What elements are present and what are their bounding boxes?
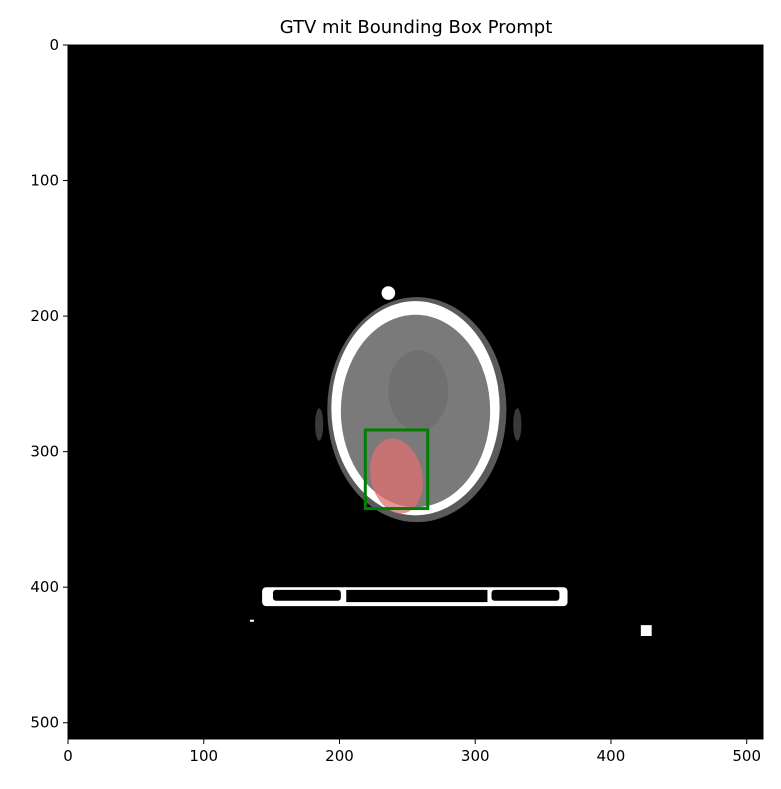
x-tick-label: 200 <box>325 747 354 765</box>
y-tick-label: 100 <box>30 172 59 190</box>
y-tick-label: 400 <box>30 578 59 596</box>
bounding-box-prompt <box>363 428 430 511</box>
x-tick-label: 100 <box>189 747 218 765</box>
skin-marker <box>381 286 396 300</box>
table-gap <box>346 589 488 603</box>
y-tick-label: 0 <box>49 36 59 54</box>
figure-title: GTV mit Bounding Box Prompt <box>280 17 553 38</box>
y-tick-label: 500 <box>30 714 59 732</box>
calibration-marker <box>640 625 652 636</box>
x-tick-label: 400 <box>597 747 626 765</box>
table-mark <box>249 619 254 622</box>
x-axis-ticks: 0 100 200 300 400 500 <box>63 739 761 765</box>
y-axis-ticks: 0 100 200 300 400 500 <box>30 36 68 732</box>
axes-frame <box>67 44 764 740</box>
x-tick-label: 300 <box>461 747 490 765</box>
axes: 0 100 200 300 400 500 0 100 200 300 400 500 <box>30 36 764 765</box>
table-cutout-left <box>272 589 341 601</box>
y-tick-label: 200 <box>30 307 59 325</box>
y-tick-label: 300 <box>30 443 59 461</box>
brain-texture <box>388 349 449 432</box>
right-ear <box>513 408 522 441</box>
table-cutout-right <box>491 589 560 601</box>
x-tick-label: 0 <box>63 747 73 765</box>
left-ear <box>315 408 324 441</box>
x-tick-label: 500 <box>732 747 761 765</box>
gtv-mask-overlay <box>370 438 423 514</box>
